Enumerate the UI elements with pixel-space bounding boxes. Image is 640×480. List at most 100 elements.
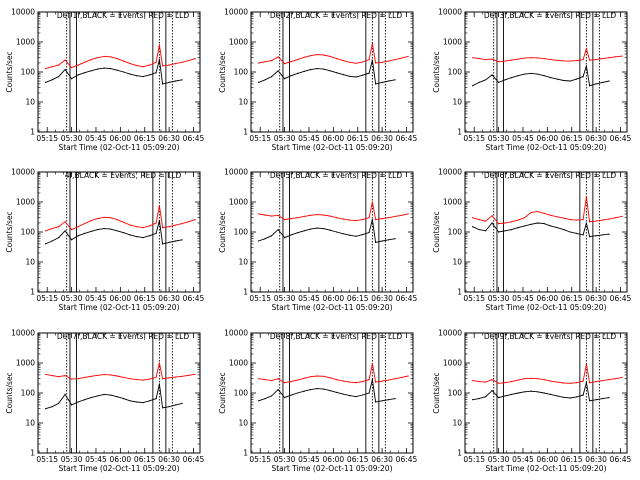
lld-point bbox=[51, 375, 53, 377]
lld-point bbox=[569, 219, 571, 221]
x-tick-label: 05:45 bbox=[298, 294, 320, 303]
lld-point bbox=[142, 379, 144, 381]
x-tick-label: 05:30 bbox=[274, 455, 296, 464]
x-axis-label: Start Time (02-Oct-11 05:09:20) bbox=[271, 143, 392, 152]
x-tick-label: 06:45 bbox=[183, 294, 205, 303]
events-point bbox=[388, 399, 390, 401]
lld-point bbox=[271, 215, 273, 217]
y-axis-label: Counts/sec bbox=[5, 372, 14, 413]
x-tick-label: 06:00 bbox=[110, 294, 132, 303]
events-point bbox=[51, 406, 53, 408]
events-point bbox=[530, 72, 532, 74]
x-tick-label: 06:45 bbox=[610, 134, 632, 143]
lld-point bbox=[517, 219, 519, 221]
events-series-line bbox=[258, 219, 396, 243]
lld-point bbox=[595, 220, 597, 222]
lld-point bbox=[602, 380, 604, 382]
lld-point bbox=[336, 379, 338, 381]
events-point bbox=[58, 402, 60, 404]
lld-point bbox=[194, 58, 196, 60]
events-point bbox=[258, 81, 260, 83]
lld-point bbox=[621, 376, 623, 378]
y-tick-label: 10000 bbox=[224, 329, 248, 338]
lld-point bbox=[498, 61, 500, 63]
lld-point bbox=[188, 221, 190, 223]
events-point bbox=[158, 59, 160, 61]
lld-point bbox=[329, 55, 331, 58]
lld-point bbox=[498, 382, 500, 384]
x-tick-label: 05:45 bbox=[512, 134, 534, 143]
lld-point bbox=[394, 378, 396, 380]
x-tick-label: 05:15 bbox=[463, 294, 485, 303]
lld-point bbox=[615, 217, 617, 219]
y-tick-label: 10000 bbox=[438, 8, 462, 17]
events-point bbox=[595, 399, 597, 401]
lld-point bbox=[530, 377, 532, 379]
plot-frame bbox=[464, 171, 628, 293]
x-tick-label: 05:30 bbox=[488, 455, 510, 464]
lld-point bbox=[323, 214, 325, 216]
chart-title: Det 8f,BLACK = Events, RED = LLD bbox=[270, 332, 403, 341]
events-point bbox=[303, 230, 305, 232]
y-tick-label: 1000 bbox=[443, 359, 462, 368]
lld-point bbox=[58, 226, 60, 228]
lld-point bbox=[90, 59, 92, 61]
lld-point bbox=[478, 58, 480, 60]
events-point bbox=[84, 72, 86, 74]
lld-point bbox=[316, 214, 318, 216]
events-point bbox=[362, 234, 364, 236]
events-point bbox=[595, 235, 597, 237]
events-point bbox=[602, 398, 604, 400]
events-point bbox=[310, 228, 312, 230]
events-point bbox=[297, 392, 299, 394]
y-tick-label: 100 bbox=[21, 389, 36, 398]
y-tick-label: 10000 bbox=[224, 8, 248, 17]
x-axis-label: Start Time (02-Oct-11 05:09:20) bbox=[485, 464, 606, 473]
events-point bbox=[524, 73, 526, 75]
x-tick-label: 06:00 bbox=[537, 455, 559, 464]
chart-panel: Det 9f,BLACK = Events, RED = LLD 1 10 100 10… bbox=[432, 329, 632, 474]
lld-point bbox=[362, 219, 364, 221]
plot-frame bbox=[250, 11, 414, 133]
lld-point bbox=[511, 59, 513, 61]
events-point bbox=[569, 397, 571, 399]
lld-point bbox=[388, 379, 390, 381]
events-point bbox=[168, 406, 170, 408]
lld-point bbox=[264, 214, 266, 216]
chart-title: Det 7f,BLACK = Events, RED = LLD bbox=[57, 332, 190, 341]
events-point bbox=[175, 240, 177, 242]
lld-point bbox=[530, 211, 532, 213]
events-series-line bbox=[45, 220, 183, 245]
y-tick-label: 1 bbox=[30, 128, 35, 137]
lld-point bbox=[194, 373, 196, 375]
lld-point bbox=[563, 382, 565, 384]
events-point bbox=[355, 396, 357, 398]
lld-point bbox=[77, 378, 79, 380]
events-point bbox=[589, 400, 591, 402]
lld-point bbox=[277, 56, 279, 58]
y-tick-label: 100 bbox=[448, 68, 463, 77]
events-point bbox=[129, 73, 131, 75]
events-point bbox=[478, 229, 480, 231]
events-point bbox=[342, 233, 344, 235]
chart-panel: Det 5f,BLACK = Events, RED = LLD 1 10 100 10… bbox=[218, 168, 418, 313]
lld-point bbox=[472, 217, 474, 219]
events-point bbox=[271, 76, 273, 78]
lld-point bbox=[303, 56, 305, 58]
y-axis-label: Counts/sec bbox=[432, 211, 441, 252]
y-tick-label: 10000 bbox=[11, 329, 35, 338]
events-point bbox=[585, 382, 588, 384]
lld-point bbox=[116, 219, 118, 221]
events-point bbox=[543, 75, 545, 77]
chart-title: Det 1f,BLACK = Events, RED = LLD bbox=[57, 11, 190, 20]
lld-point bbox=[116, 375, 118, 377]
x-axis-label: Start Time (02-Oct-11 05:09:20) bbox=[58, 143, 179, 152]
x-tick-label: 05:15 bbox=[463, 455, 485, 464]
events-point bbox=[149, 235, 151, 237]
x-tick-label: 05:30 bbox=[488, 294, 510, 303]
events-point bbox=[149, 400, 151, 402]
lld-point bbox=[310, 376, 312, 378]
events-point bbox=[129, 234, 131, 236]
lld-point bbox=[175, 376, 177, 378]
x-tick-label: 06:00 bbox=[323, 294, 345, 303]
